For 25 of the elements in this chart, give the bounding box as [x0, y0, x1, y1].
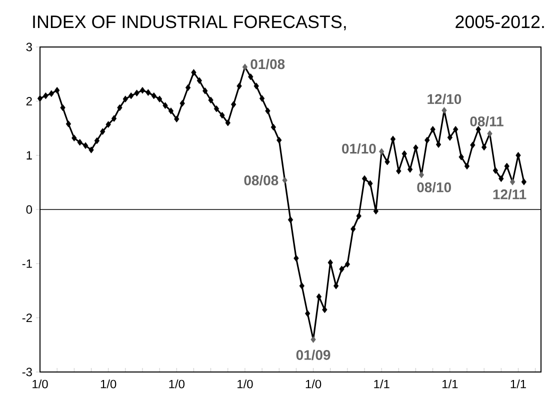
x-tick-label: 1/0 [32, 380, 48, 388]
x-tick-label: 1/0 [169, 380, 184, 388]
y-tick-label: 1 [26, 151, 32, 160]
x-tick-label: 1/0 [100, 380, 116, 388]
y-tick-label: 3 [26, 42, 32, 52]
annotation: 12/11 [493, 189, 526, 200]
y-tick-label: -2 [22, 314, 32, 322]
annotation: 08/10 [417, 182, 451, 192]
x-tick-label: 1/1 [442, 380, 458, 388]
annotation: 01/10 [342, 143, 376, 154]
annotation: 08/11 [470, 116, 504, 126]
chart-title: INDEX OF INDUSTRIAL FORECASTS, [33, 15, 346, 30]
y-tick-label: -3 [22, 368, 32, 376]
annotation: 01/09 [296, 350, 330, 360]
annotation: 01/08 [250, 58, 285, 70]
y-tick-label: -1 [22, 260, 32, 268]
x-tick-label: 1/0 [306, 380, 322, 388]
annotation: 08/08 [244, 175, 278, 186]
x-tick-label: 1/1 [374, 380, 390, 388]
x-tick-label: 1/0 [238, 380, 253, 388]
x-tick-label: 1/1 [510, 380, 526, 388]
chart-subtitle: 2005-2012. [456, 15, 544, 28]
y-tick-label: 2 [26, 97, 32, 106]
y-tick-label: 0 [26, 205, 32, 214]
annotation: 12/10 [428, 94, 462, 104]
